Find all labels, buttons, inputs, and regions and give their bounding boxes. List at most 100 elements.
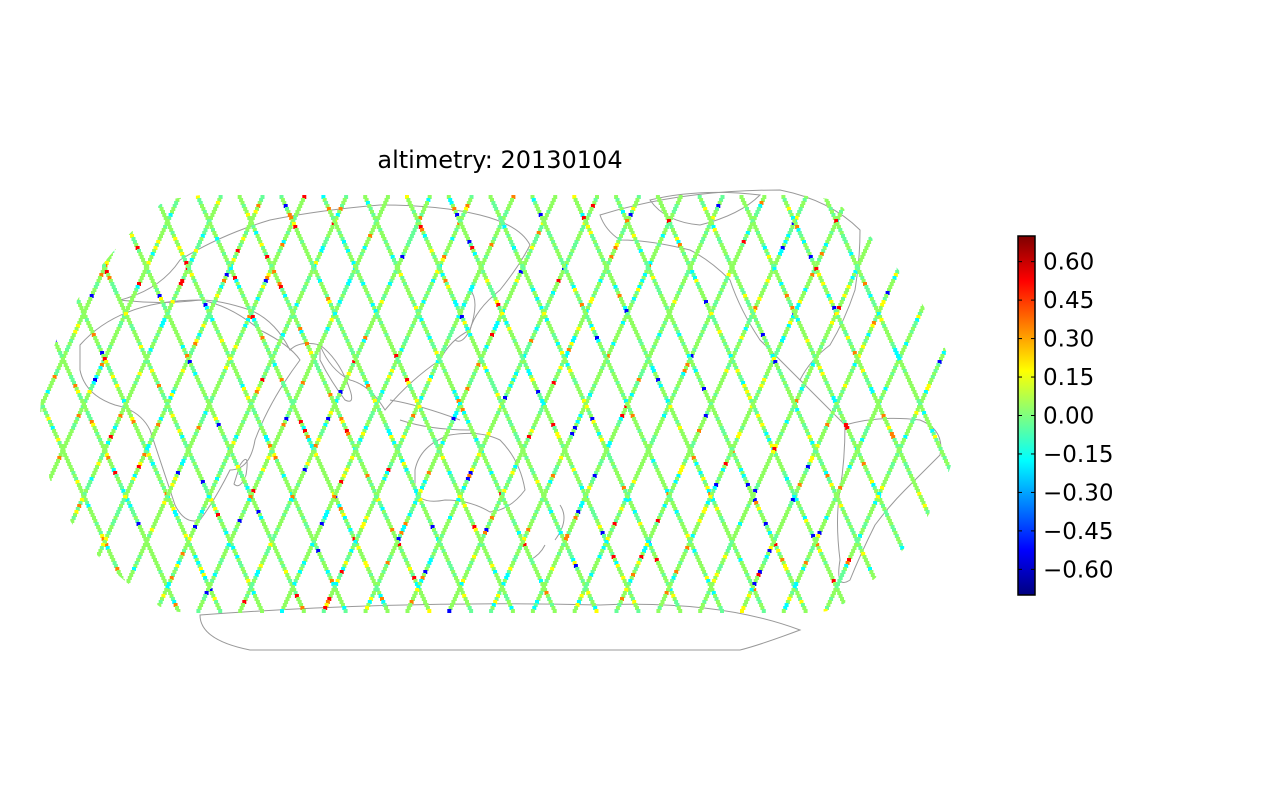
track-point [191,345,196,349]
track-point [80,399,85,403]
track-point [333,222,338,226]
track-point [404,285,409,289]
track-point [521,267,526,271]
track-point [307,255,311,259]
track-point [530,609,535,613]
track-point [403,375,408,379]
track-point [17,453,21,457]
track-point [366,237,371,241]
track-point [339,387,344,391]
track-point [351,270,356,274]
track-point [34,297,38,301]
track-point [558,531,563,535]
track-point [656,561,661,565]
track-point [511,519,516,523]
track-point [490,474,495,478]
track-point [197,381,202,385]
track-point [1,318,5,322]
track-point [357,456,362,460]
track-point [450,204,455,208]
track-point [242,480,247,484]
track-point [160,321,165,325]
track-point [408,477,413,481]
track-point [770,360,775,364]
track-point [435,360,440,364]
coast-antarctica [199,603,802,651]
track-point [362,285,367,289]
track-point [129,390,134,394]
track-point [76,414,81,418]
track-point [641,255,646,259]
track-point [83,582,88,586]
track-point [733,546,737,550]
track-point [259,243,264,247]
track-point [606,270,611,274]
track-point [428,285,433,289]
track-point [684,441,689,445]
track-point [656,609,661,613]
track-point [555,432,560,436]
track-point [51,336,56,340]
track-point [275,369,280,373]
track-point [504,393,509,397]
track-point [540,315,545,319]
track-point [380,597,384,601]
track-point [197,606,202,610]
track-point [671,411,676,415]
track-point [329,228,333,232]
track-point [161,228,166,232]
track-point [248,309,253,313]
track-point [619,390,624,394]
track-point [446,285,451,289]
track-point [217,243,222,247]
track-point [144,357,149,361]
track-point [7,567,11,571]
track-point [210,318,215,322]
track-point [684,366,688,370]
track [1,318,139,613]
track-point [590,234,595,238]
track-point [60,450,65,454]
track-point [704,300,708,304]
track-point [131,237,136,241]
track-point [561,360,566,364]
track-point [774,351,779,355]
track-point [77,504,82,508]
track-point [390,345,394,349]
track-point [188,534,193,538]
track-point [97,369,102,373]
track-point [477,360,482,364]
track-point [250,216,255,220]
track-point [762,519,767,523]
track-point [88,387,93,391]
track-point [468,381,472,385]
track-point [527,462,532,466]
track-point [607,351,612,355]
track-point [795,306,800,310]
track-point [622,501,627,505]
track-point [318,372,323,376]
track-point [527,342,532,346]
track-point [594,561,599,565]
track-point [171,390,176,394]
track-point [89,477,94,481]
track-point [486,372,490,376]
track-point [714,390,719,394]
track-point [435,543,440,547]
track-point [510,426,515,430]
track-point [371,486,375,490]
track-point [409,297,414,301]
track-point [317,552,322,556]
track-point [679,375,684,379]
track-point [357,273,362,277]
track-point [64,273,69,277]
track-point [406,516,411,520]
track-point [479,357,484,361]
track-point [704,393,709,397]
track-point [756,390,761,394]
track-point [90,474,95,478]
track-point [191,528,196,532]
track-point [315,258,320,262]
track-point [442,369,447,373]
track-point [584,312,588,316]
